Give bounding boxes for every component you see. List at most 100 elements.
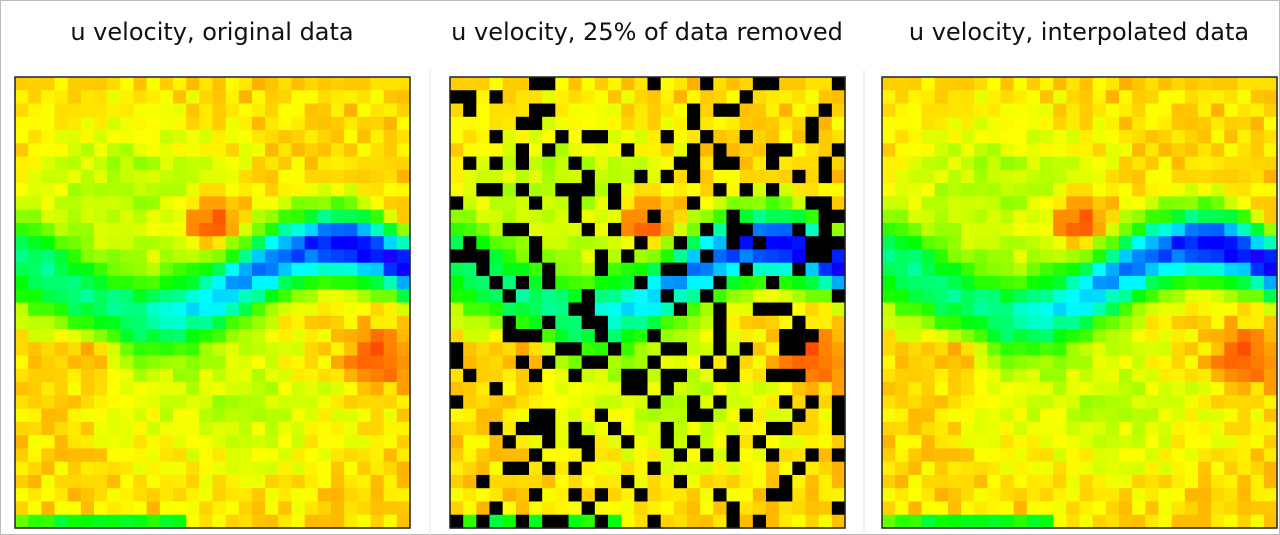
heatmap-cell — [1172, 316, 1186, 330]
heatmap-cell — [529, 196, 543, 210]
heatmap-cell — [1238, 409, 1252, 423]
heatmap-cell — [490, 422, 504, 436]
heatmap-cell — [357, 501, 371, 515]
heatmap-cell — [766, 342, 780, 356]
heatmap-cell — [1172, 515, 1186, 529]
heatmap-cell — [1066, 210, 1080, 224]
heatmap-cell — [94, 356, 108, 370]
heatmap-cell — [935, 143, 949, 157]
heatmap-cell — [555, 382, 569, 396]
heatmap-cell — [371, 289, 385, 303]
heatmap-cell — [292, 501, 306, 515]
heatmap-cell — [555, 395, 569, 409]
heatmap-cell — [661, 276, 675, 290]
heatmap-cell — [265, 342, 279, 356]
heatmap-cell — [882, 303, 896, 317]
heatmap-cell — [1053, 329, 1067, 343]
heatmap-cell — [450, 475, 464, 489]
heatmap-cell — [832, 409, 846, 423]
heatmap-cell — [226, 236, 240, 250]
heatmap-cell — [134, 515, 148, 529]
heatmap-cell — [28, 342, 42, 356]
heatmap-cell — [239, 488, 253, 502]
heatmap-cell — [81, 143, 95, 157]
heatmap-cell — [186, 448, 200, 462]
heatmap-cell — [252, 501, 266, 515]
heatmap-cell — [1224, 276, 1238, 290]
heatmap-cell — [516, 356, 530, 370]
heatmap-cell — [792, 289, 806, 303]
heatmap-cell — [1224, 475, 1238, 489]
heatmap-cell — [107, 210, 121, 224]
heatmap-cell — [305, 382, 319, 396]
heatmap-cell — [529, 210, 543, 224]
heatmap-cell — [68, 475, 82, 489]
heatmap-cell — [213, 515, 227, 529]
heatmap-cell — [292, 435, 306, 449]
heatmap-cell — [213, 104, 227, 118]
heatmap-cell — [648, 329, 662, 343]
heatmap-cell — [147, 329, 161, 343]
heatmap-cell — [634, 104, 648, 118]
heatmap-cell — [239, 395, 253, 409]
heatmap-cell — [1159, 183, 1173, 197]
heatmap-cell — [1001, 369, 1015, 383]
heatmap-cell — [292, 329, 306, 343]
heatmap-cell — [987, 369, 1001, 383]
heatmap-cell — [516, 276, 530, 290]
heatmap-cell — [1251, 395, 1265, 409]
heatmap-cell — [463, 157, 477, 171]
heatmap-cell — [1251, 77, 1265, 91]
heatmap-cell — [1093, 515, 1107, 529]
heatmap-cell — [674, 329, 688, 343]
heatmap-cell — [542, 369, 556, 383]
heatmap-cell — [15, 422, 29, 436]
heatmap-cell — [727, 435, 741, 449]
heatmap-cell — [648, 501, 662, 515]
heatmap-cell — [555, 435, 569, 449]
heatmap-cell — [68, 170, 82, 184]
heatmap-cell — [186, 236, 200, 250]
heatmap-cell — [134, 329, 148, 343]
heatmap-cell — [134, 210, 148, 224]
heatmap-cell — [582, 157, 596, 171]
heatmap-cell — [1093, 157, 1107, 171]
heatmap-cell — [766, 170, 780, 184]
heatmap-cell — [68, 448, 82, 462]
heatmap-cell — [882, 369, 896, 383]
heatmap-cell — [819, 409, 833, 423]
heatmap-cell — [1211, 104, 1225, 118]
heatmap-cell — [1001, 263, 1015, 277]
heatmap-cell — [397, 501, 411, 515]
heatmap-cell — [542, 448, 556, 462]
heatmap-cell — [779, 382, 793, 396]
heatmap-cell — [1198, 170, 1212, 184]
heatmap-cell — [582, 223, 596, 237]
heatmap-cell — [922, 104, 936, 118]
heatmap-cell — [1238, 183, 1252, 197]
heatmap-cell — [239, 329, 253, 343]
heatmap-cell — [1159, 422, 1173, 436]
heatmap-cell — [1106, 501, 1120, 515]
heatmap-cell — [687, 356, 701, 370]
heatmap-cell — [1119, 395, 1133, 409]
heatmap-cell — [819, 276, 833, 290]
heatmap-cell — [1145, 117, 1159, 131]
heatmap-cell — [1053, 435, 1067, 449]
heatmap-cell — [476, 249, 490, 263]
heatmap-cell — [935, 422, 949, 436]
heatmap-cell — [1106, 183, 1120, 197]
heatmap-cell — [1053, 316, 1067, 330]
heatmap-cell — [239, 422, 253, 436]
heatmap-cell — [199, 303, 213, 317]
heatmap-cell — [213, 462, 227, 476]
heatmap-cell — [1014, 395, 1028, 409]
heatmap-cell — [199, 475, 213, 489]
heatmap-cell — [555, 422, 569, 436]
heatmap-cell — [186, 329, 200, 343]
heatmap-cell — [94, 395, 108, 409]
heatmap-cell — [397, 157, 411, 171]
heatmap-cell — [908, 395, 922, 409]
heatmap-cell — [700, 249, 714, 263]
heatmap-cell — [792, 104, 806, 118]
